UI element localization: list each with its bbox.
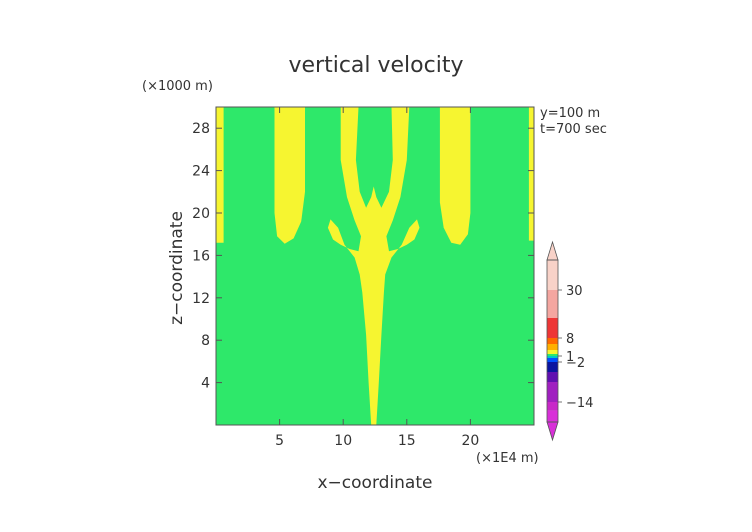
colorbar-label: 30 [566, 284, 583, 299]
colorbar-segment [547, 356, 558, 358]
y-axis-label: z−coordinate [167, 211, 187, 325]
region-right-edge-strip [528, 107, 534, 241]
x-axis-label: x−coordinate [318, 473, 433, 493]
colorbar-segment [547, 338, 558, 344]
x-tick-label: 15 [398, 433, 416, 449]
y-tick-label: 8 [201, 333, 210, 349]
chart-title: vertical velocity [288, 53, 463, 78]
colorbar-segment [547, 344, 558, 350]
x-tick-label: 20 [461, 433, 479, 449]
y-tick-label: 4 [201, 376, 210, 392]
x-tick-label: 5 [275, 433, 284, 449]
annotation-y: y=100 m [540, 106, 600, 121]
colorbar-segment [547, 290, 558, 318]
positive-regions [216, 107, 534, 425]
region-left-plume [274, 107, 305, 244]
colorbar-segment [547, 382, 558, 402]
y-unit-label: (×1000 m) [142, 79, 213, 94]
y-tick-label: 24 [192, 164, 210, 180]
colorbar-frame [546, 259, 559, 423]
y-tick-label: 16 [192, 248, 210, 264]
y-tick-label: 20 [192, 206, 210, 222]
y-tick-label: 12 [192, 291, 210, 307]
region-left-edge-strip [216, 107, 224, 243]
y-axis: 4 8 12 16 20 24 28 [192, 121, 534, 392]
x-tick-label: 10 [334, 433, 352, 449]
colorbar-segment [547, 260, 558, 290]
colorbar-top-cap [546, 240, 559, 261]
colorbar-segment [547, 372, 558, 382]
plot-area [215, 106, 535, 426]
plot-frame [215, 106, 535, 426]
x-unit-label: (×1E4 m) [476, 451, 539, 466]
x-axis: 5 10 15 20 [275, 107, 479, 449]
colorbar-label: −14 [566, 396, 593, 411]
annotation-t: t=700 sec [540, 122, 607, 137]
colorbar-label: −2 [566, 356, 585, 371]
colorbar-segment [547, 354, 558, 356]
region-central-plume [327, 107, 420, 425]
colorbar-label: 1 [566, 350, 574, 365]
colorbar-segment [547, 350, 558, 354]
region-right-plume [439, 107, 471, 245]
colorbar-segment [547, 318, 558, 338]
colorbar-segment [547, 362, 558, 372]
colorbar: 30 8 1−2 −14 [546, 240, 593, 442]
colorbar-label: 8 [566, 332, 574, 347]
y-tick-label: 28 [192, 121, 210, 137]
colorbar-segment [547, 358, 558, 362]
colorbar-bottom-cap [546, 421, 559, 442]
colorbar-segment [547, 410, 558, 422]
colorbar-segment [547, 402, 558, 411]
